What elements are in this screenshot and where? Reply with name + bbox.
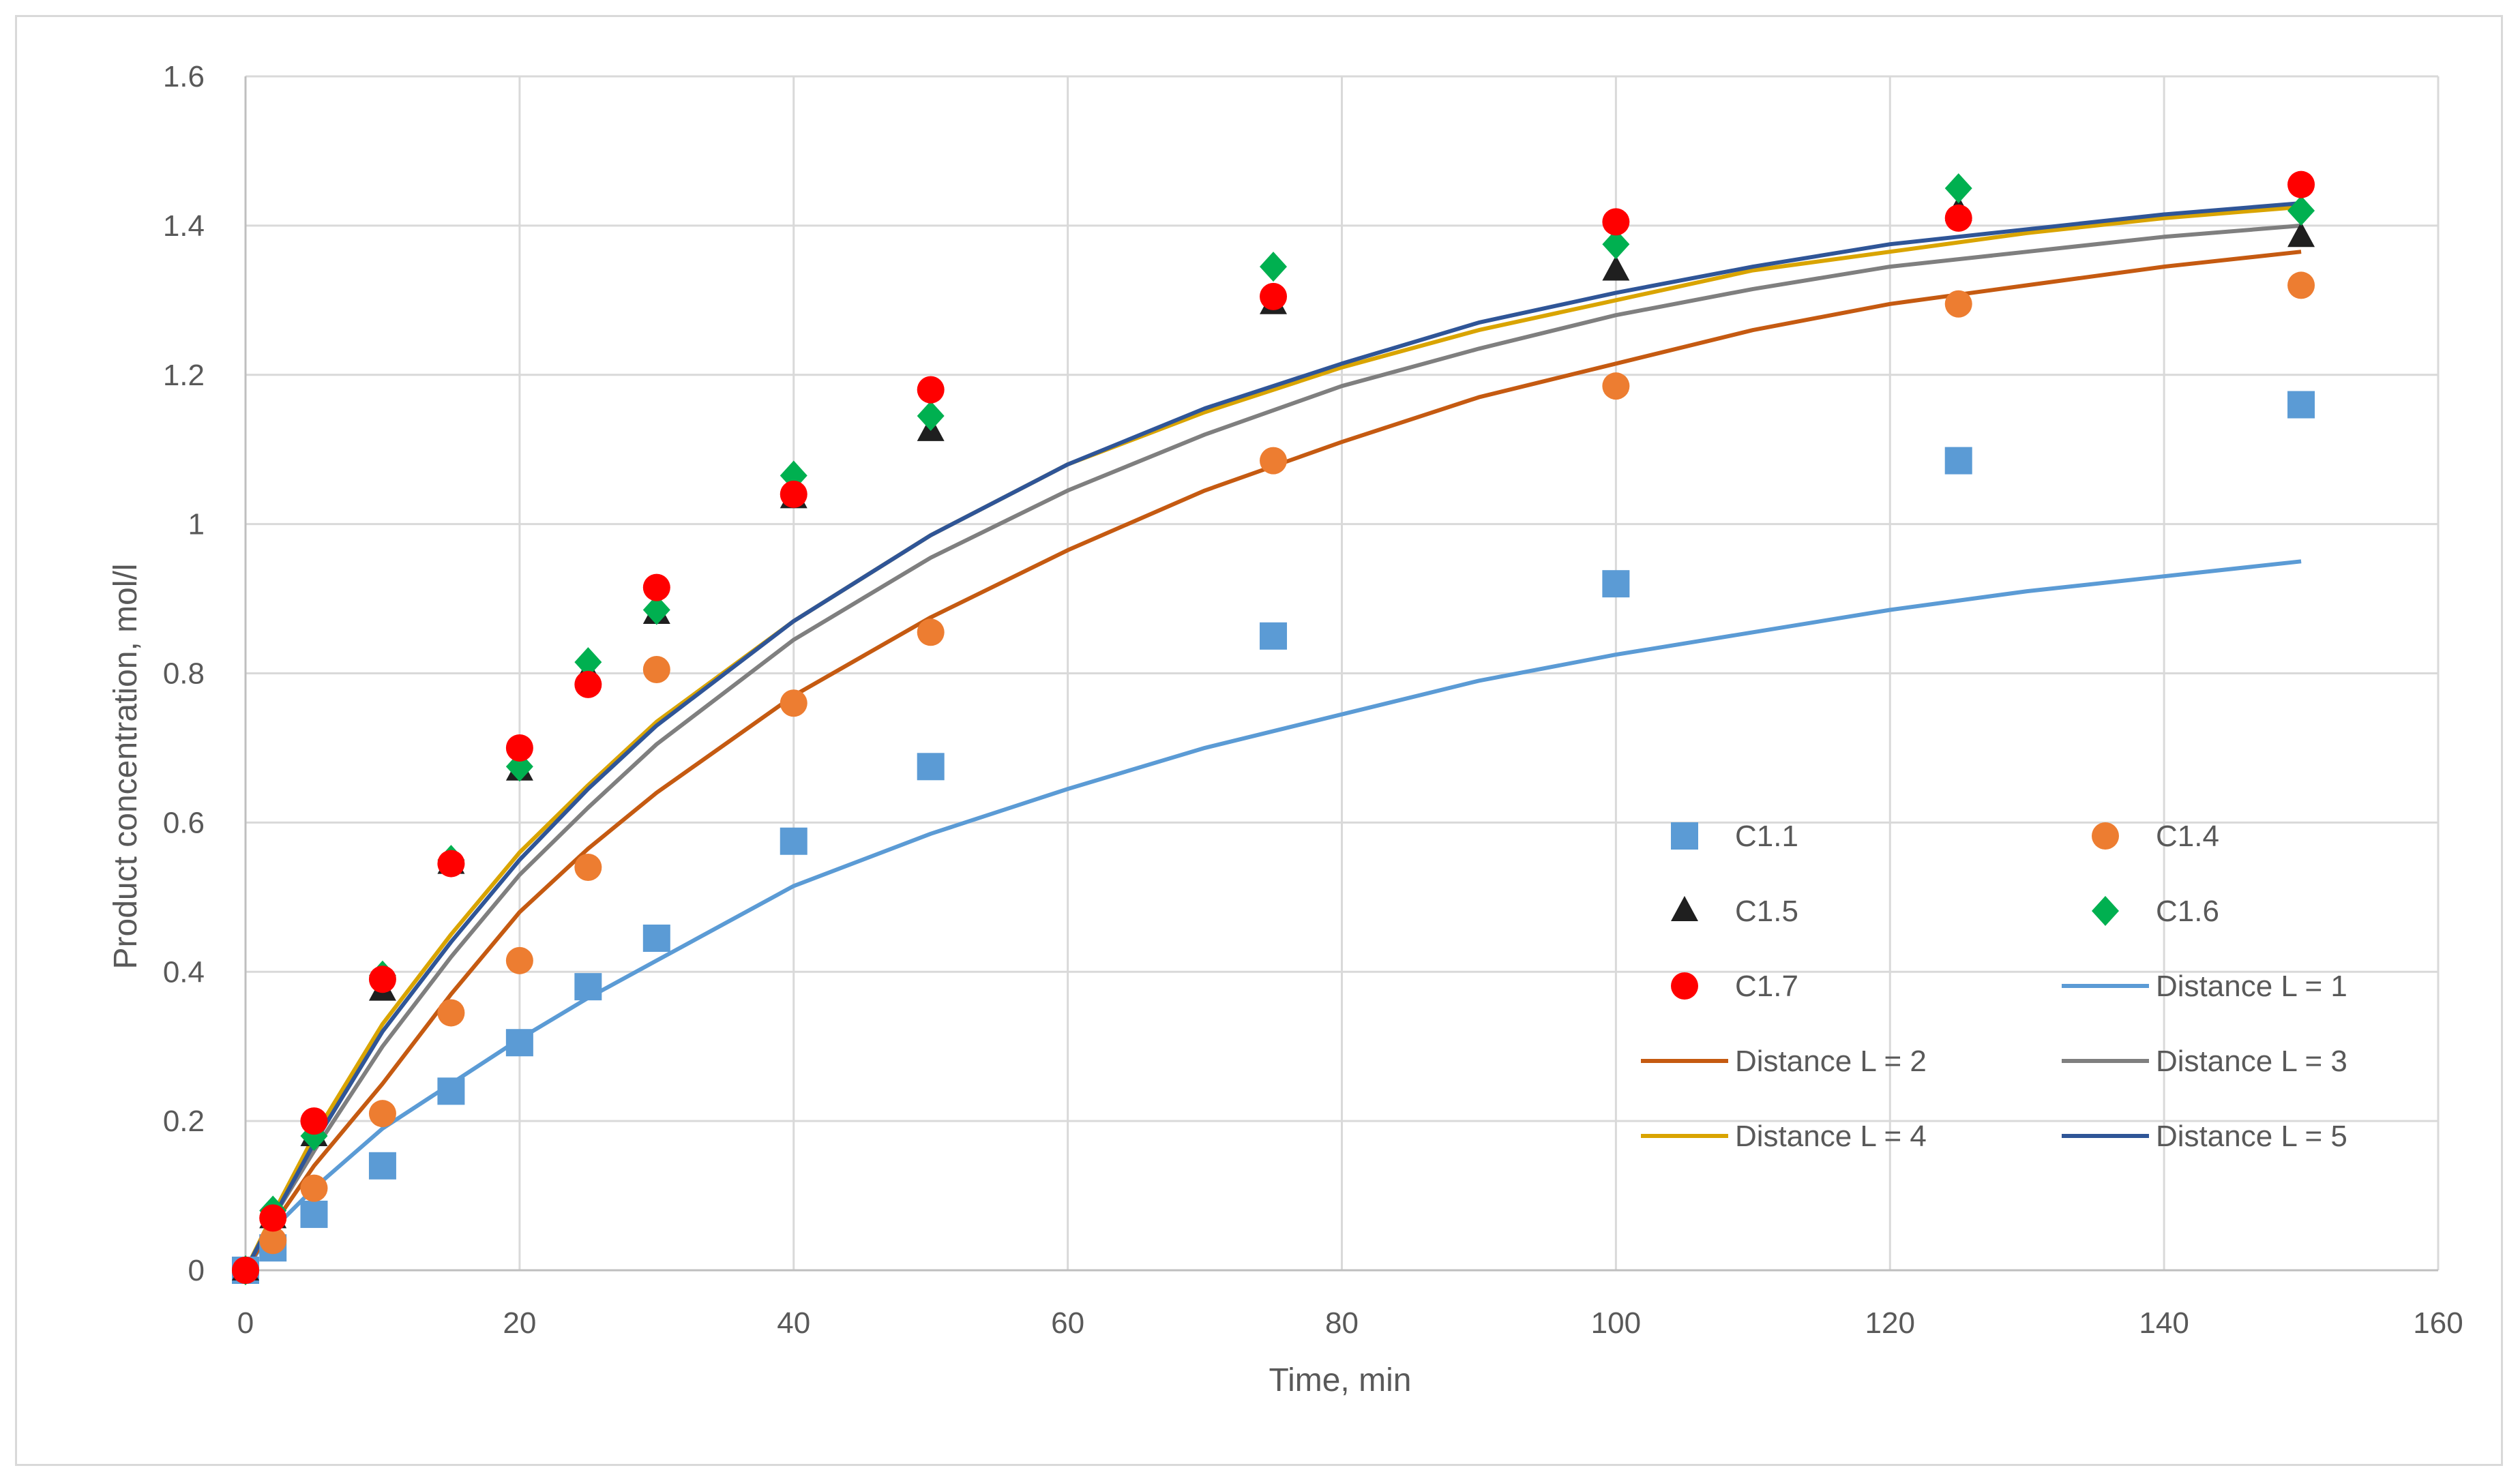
legend-label: Distance L = 1 [2156,970,2347,1003]
point-c1-7 [437,850,465,878]
point-c1-7 [1602,208,1630,236]
point-c1-7 [1260,282,1288,310]
x-tick-label: 120 [1865,1306,1915,1340]
x-tick-label: 80 [1325,1306,1359,1340]
legend-label: C1.6 [2156,895,2219,928]
x-tick-label: 0 [237,1306,254,1340]
x-tick-label: 40 [777,1306,810,1340]
axes [244,76,2438,1272]
x-tick-label: 20 [503,1306,536,1340]
y-tick-label: 0.2 [163,1105,205,1138]
point-c1-7 [259,1204,287,1232]
series-line-2 [243,250,2302,1272]
x-tick-label: 140 [2139,1306,2189,1340]
point-c1-6 [2287,195,2315,226]
point-c1-1 [437,1077,465,1105]
point-c1-1 [300,1200,328,1228]
x-axis-title: Time, min [1269,1362,1412,1398]
y-axis-title: Product concentration, mol/l [108,564,144,970]
legend-marker [1671,972,1698,1000]
point-c1-4 [1602,372,1630,400]
y-tick-label: 1.6 [163,60,205,93]
point-c1-4 [505,946,533,974]
point-c1-7 [2287,170,2315,198]
legend-marker [1671,896,1698,921]
y-tick-label: 1 [188,508,205,541]
point-c1-6 [1260,252,1288,282]
point-c1-4 [259,1227,287,1255]
legend-label: C1.5 [1735,895,1798,928]
series-line-4 [243,205,2302,1272]
chart-frame [15,15,2503,1466]
y-tick-label: 1.2 [163,359,205,392]
y-tick-label: 0.6 [163,806,205,839]
point-c1-4 [368,1100,396,1128]
point-c1-4 [642,656,670,684]
point-c1-7 [642,573,670,601]
series-line-1 [243,559,2302,1272]
tick-labels: 0 20 40 60 80 100 120 140 160 0 0.2 0.4 0.6 0.8 1 1.2 1.… [163,60,2463,1340]
point-c1-1 [917,753,945,781]
x-tick-label: 160 [2413,1306,2463,1340]
gridlines [246,75,2440,1270]
point-c1-1 [1260,622,1288,650]
point-c1-1 [574,973,602,1001]
series-line-5 [243,201,2302,1272]
point-c1-7 [917,376,945,404]
data-points [232,170,2315,1285]
point-c1-1 [1602,570,1630,598]
legend-label: C1.4 [2156,820,2219,853]
point-c1-6 [574,647,602,678]
point-c1-1 [368,1152,396,1180]
point-c1-1 [2287,391,2315,419]
point-c1-6 [1602,229,1630,260]
point-c1-4 [300,1174,328,1202]
point-c1-1 [1944,447,1972,475]
legend-label: Distance L = 5 [2156,1120,2347,1153]
legend-label: C1.7 [1735,970,1798,1003]
series-line-3 [243,223,2302,1272]
legend-marker [2092,822,2119,850]
x-tick-label: 100 [1591,1306,1641,1340]
legend: C1.1 C1.4 C1.5 C1.6 C1.7 Distance L = 1 Distan… [1641,820,2347,1153]
point-c1-4 [437,999,465,1027]
point-c1-4 [2287,271,2315,299]
y-tick-label: 0.8 [163,657,205,691]
point-c1-7 [574,670,602,698]
point-c1-4 [780,689,807,717]
point-c1-1 [505,1029,533,1057]
point-c1-7 [780,480,807,508]
y-tick-label: 0.4 [163,955,205,989]
legend-marker [2092,896,2119,926]
x-tick-label: 60 [1051,1306,1084,1340]
point-c1-7 [1944,204,1972,232]
point-c1-4 [1944,290,1972,318]
model-lines [243,201,2302,1272]
legend-label: Distance L = 3 [2156,1045,2347,1078]
y-tick-label: 1.4 [163,209,205,243]
point-c1-4 [1260,447,1288,475]
point-c1-5 [2287,222,2315,248]
point-c1-1 [642,925,670,953]
point-c1-7 [368,965,396,993]
legend-label: Distance L = 4 [1735,1120,1927,1153]
point-c1-6 [642,595,670,625]
point-c1-6 [1944,173,1972,204]
legend-marker [1671,822,1698,850]
point-c1-7 [232,1257,259,1284]
point-c1-7 [300,1107,328,1135]
point-c1-4 [574,854,602,882]
legend-label: C1.1 [1735,820,1798,853]
y-tick-label: 0 [188,1254,205,1287]
point-c1-5 [1602,255,1630,281]
point-c1-1 [780,827,807,855]
point-c1-7 [505,734,533,762]
point-c1-6 [917,400,945,431]
legend-label: Distance L = 2 [1735,1045,1927,1078]
point-c1-4 [917,618,945,646]
